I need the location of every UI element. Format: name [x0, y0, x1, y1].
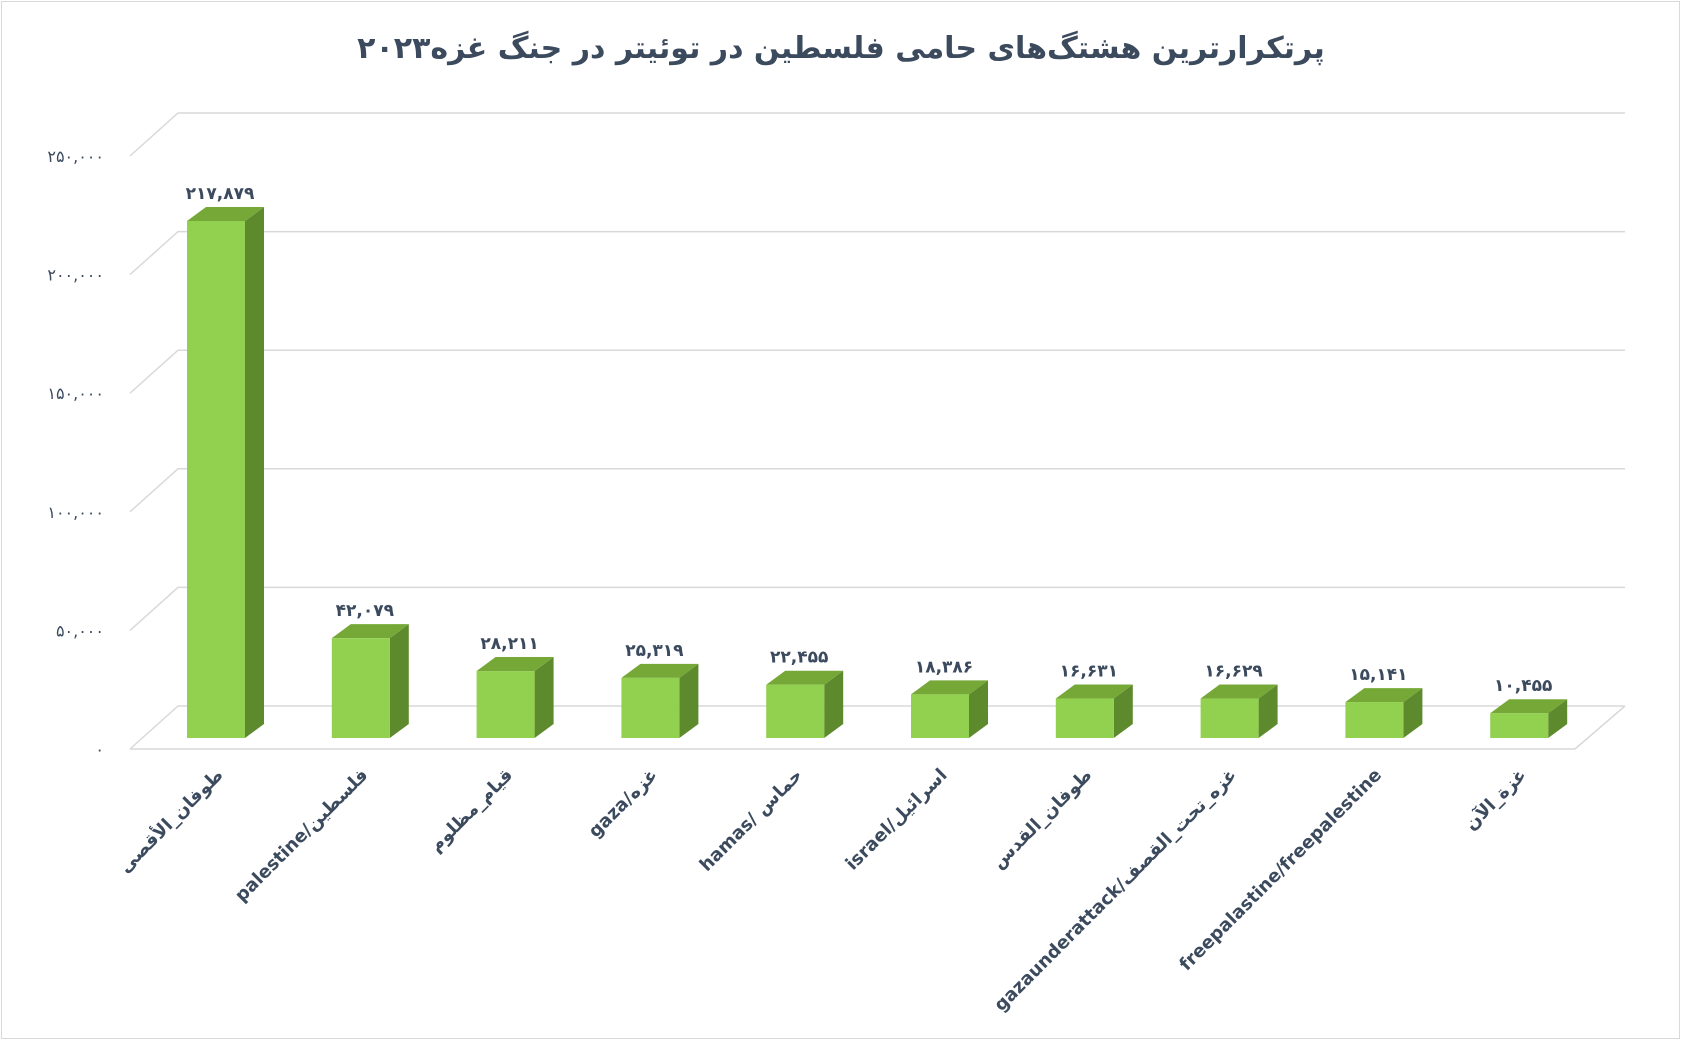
- y-tick-label: ۲۵۰,۰۰۰: [47, 147, 104, 166]
- chart-title: پرتکرارترین هشتگ‌های حامی فلسطین در توئی…: [357, 30, 1325, 66]
- bar: [331, 624, 409, 738]
- x-tick-label: hamas/ حماس: [696, 765, 807, 876]
- bar-front: [1200, 698, 1259, 738]
- bar-top: [911, 680, 988, 695]
- data-label: ۱۶,۶۳۱: [1060, 662, 1118, 682]
- bar-side: [969, 680, 988, 738]
- bar-front: [1345, 702, 1404, 738]
- bar-top: [621, 663, 699, 678]
- x-tick-label: قيام_مظلوم: [425, 765, 517, 857]
- bar-top: [766, 670, 844, 685]
- bar-side: [824, 670, 844, 738]
- bar-side: [389, 624, 409, 738]
- bar-side: [245, 207, 264, 738]
- bar: [911, 680, 988, 738]
- data-label: ۱۰,۴۵۵: [1494, 676, 1552, 696]
- x-axis: طوفان_الأقصى palestine/فلسطين قيام_مظلوم ga…: [114, 764, 1531, 1016]
- grid-line: [129, 586, 1625, 631]
- bar-front: [187, 221, 245, 738]
- x-tick-label: غزة_الآن: [1460, 764, 1531, 835]
- bar-side: [1258, 684, 1278, 738]
- data-label: ۲۸,۲۱۱: [480, 634, 538, 654]
- x-tick-label: طوفان_القدس: [988, 765, 1096, 873]
- bar-top: [1490, 699, 1568, 714]
- data-label: ۱۵,۱۴۱: [1349, 665, 1407, 685]
- data-labels: ۲۱۷,۸۷۹ ۴۲,۰۷۹ ۲۸,۲۱۱ ۲۵,۳۱۹ ۲۲,۴۵۵ ۱۸,۳۸۶ ۱۶,…: [186, 184, 1553, 696]
- x-tick-label: israel/اسرائيل: [842, 765, 952, 875]
- bar: [187, 207, 264, 738]
- bar-front: [476, 671, 535, 738]
- data-label: ۴۲,۰۷۹: [336, 601, 395, 621]
- y-tick-label: ۱۵۰,۰۰۰: [47, 384, 104, 403]
- x-tick-label: gaza/غزه: [585, 765, 662, 842]
- bar-top: [331, 624, 409, 639]
- bar-side: [1403, 688, 1423, 738]
- bar-top: [1055, 684, 1133, 699]
- bar-front: [1055, 698, 1114, 738]
- data-label: ۲۵,۳۱۹: [625, 641, 684, 661]
- bar: [1200, 684, 1278, 738]
- bar-top: [476, 657, 554, 672]
- bar: [1055, 684, 1133, 738]
- bar-side: [679, 663, 699, 738]
- bar: [476, 657, 554, 738]
- bar-front: [1490, 713, 1549, 738]
- bar: [1345, 688, 1423, 738]
- grid-line: [129, 230, 1625, 276]
- y-tick-label: ۲۰۰,۰۰۰: [47, 266, 104, 285]
- bar-side: [534, 657, 554, 738]
- bar-front: [331, 638, 390, 738]
- grid-line: [129, 112, 1625, 157]
- data-label: ۱۶,۶۲۹: [1204, 662, 1263, 682]
- data-label: ۲۲,۴۵۵: [770, 648, 828, 668]
- x-tick-label: gazaunderattack/غزه_تحت_القصف: [990, 765, 1241, 1016]
- bar: [621, 663, 699, 738]
- bar-front: [766, 684, 825, 738]
- data-label: ۱۸,۳۸۶: [915, 657, 973, 677]
- x-tick-label: طوفان_الأقصى: [114, 764, 227, 877]
- x-tick-label: palestine/فلسطين: [231, 765, 372, 906]
- y-tick-label: ۵۰,۰۰۰: [56, 621, 104, 640]
- bar-side: [1113, 684, 1133, 738]
- bar-side: [1548, 699, 1568, 738]
- data-label: ۲۱۷,۸۷۹: [186, 184, 255, 204]
- y-tick-label: ۱۰۰,۰۰۰: [47, 503, 104, 522]
- grid-line: [129, 349, 1625, 394]
- y-axis: ۰ ۵۰,۰۰۰ ۱۰۰,۰۰۰ ۱۵۰,۰۰۰ ۲۰۰,۰۰۰ ۲۵۰,۰۰۰: [47, 147, 104, 759]
- y-tick-label: ۰: [95, 740, 104, 759]
- grid-line: [129, 468, 1625, 513]
- bar: [766, 670, 844, 738]
- bar: [1490, 699, 1568, 738]
- bars: [187, 207, 1568, 738]
- floor-line: [129, 705, 1625, 750]
- bar-top: [1200, 684, 1278, 699]
- bar-front: [911, 694, 969, 738]
- bar-front: [621, 677, 680, 738]
- bar-top: [1345, 688, 1423, 703]
- grid-lines: [129, 112, 1626, 750]
- floor-side-line: [1574, 705, 1626, 750]
- bar-top: [187, 207, 264, 221]
